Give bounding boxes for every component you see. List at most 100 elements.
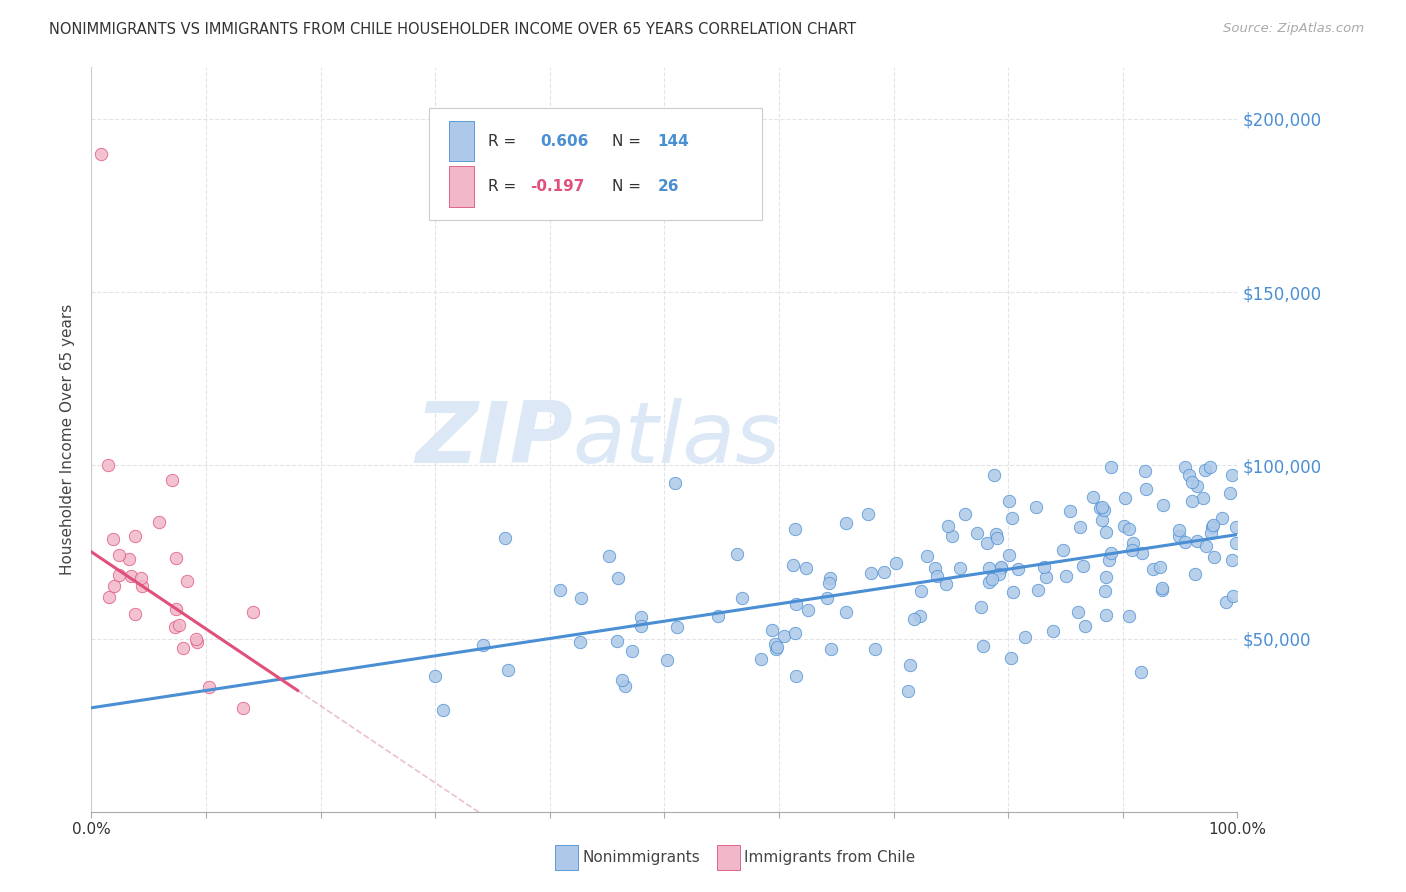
Point <box>548 583 571 598</box>
Point <box>908 609 931 624</box>
Text: N =: N = <box>612 134 645 148</box>
Point <box>1220 468 1243 483</box>
Point <box>1074 619 1097 633</box>
Point <box>1114 519 1136 533</box>
Point <box>1122 535 1144 549</box>
Point <box>1215 595 1237 609</box>
Point <box>496 663 519 677</box>
Point <box>1173 460 1195 475</box>
Point <box>108 548 131 562</box>
Point <box>1095 524 1118 539</box>
Point <box>1094 584 1116 599</box>
Point <box>630 610 652 624</box>
Point <box>1095 570 1118 584</box>
Text: 26: 26 <box>658 179 679 194</box>
Point <box>1181 475 1204 489</box>
Point <box>1054 569 1077 583</box>
Point <box>1130 665 1153 679</box>
Point <box>118 551 141 566</box>
Point <box>1185 533 1208 548</box>
Point <box>1194 462 1216 476</box>
Point <box>818 571 841 585</box>
Point <box>186 632 208 646</box>
Point <box>1204 549 1226 564</box>
Point <box>783 523 806 537</box>
Point <box>1066 605 1088 619</box>
Point <box>103 532 125 546</box>
Point <box>835 516 858 530</box>
Point <box>1178 468 1201 483</box>
Point <box>1071 559 1094 574</box>
Point <box>765 641 787 656</box>
Point <box>1098 552 1121 566</box>
Point <box>1114 491 1136 505</box>
Point <box>1222 589 1244 603</box>
Point <box>165 550 187 565</box>
Point <box>471 638 494 652</box>
Point <box>972 639 994 653</box>
Point <box>976 536 998 550</box>
Point <box>120 569 142 583</box>
Text: R =: R = <box>488 179 522 194</box>
Point <box>97 591 120 605</box>
Point <box>124 529 146 543</box>
Point <box>568 635 591 649</box>
Point <box>884 556 907 570</box>
Point <box>1007 562 1029 576</box>
Point <box>664 475 686 490</box>
Text: Source: ZipAtlas.com: Source: ZipAtlas.com <box>1223 22 1364 36</box>
Point <box>749 652 772 666</box>
Point <box>1033 560 1056 574</box>
Point <box>197 680 219 694</box>
Point <box>903 612 925 626</box>
Point <box>1168 524 1191 538</box>
Point <box>1220 553 1243 567</box>
Point <box>1014 630 1036 644</box>
Point <box>569 591 592 606</box>
Point <box>614 679 637 693</box>
Point <box>1118 609 1140 624</box>
Point <box>935 576 957 591</box>
Point <box>772 629 794 643</box>
Point <box>423 669 446 683</box>
Point <box>730 591 752 605</box>
Point <box>941 529 963 543</box>
Point <box>859 566 882 580</box>
Y-axis label: Householder Income Over 65 years: Householder Income Over 65 years <box>60 303 76 575</box>
Point <box>1121 542 1143 557</box>
Point <box>835 605 858 619</box>
Point <box>598 549 620 563</box>
Point <box>1042 624 1064 638</box>
Point <box>966 525 988 540</box>
Point <box>1167 528 1189 542</box>
Bar <box>449 120 474 161</box>
Point <box>1152 498 1174 512</box>
Point <box>1195 539 1218 553</box>
Point <box>924 561 946 575</box>
Point <box>163 620 186 634</box>
Text: 0.606: 0.606 <box>540 134 589 148</box>
Point <box>796 561 818 575</box>
Point <box>897 683 920 698</box>
Point <box>1095 608 1118 623</box>
Point <box>815 591 838 606</box>
Point <box>1185 479 1208 493</box>
Point <box>766 640 789 655</box>
Point <box>1149 560 1171 574</box>
Point <box>1090 500 1112 515</box>
Point <box>90 146 112 161</box>
Point <box>820 642 842 657</box>
Point <box>977 574 1000 589</box>
Point <box>232 701 254 715</box>
Point <box>131 578 153 592</box>
Point <box>1059 504 1081 518</box>
Text: R =: R = <box>488 134 522 148</box>
Point <box>665 620 688 634</box>
Point <box>983 468 1005 483</box>
Point <box>915 549 938 563</box>
Point <box>1002 585 1025 599</box>
Point <box>1081 490 1104 504</box>
Bar <box>449 166 474 207</box>
Text: N =: N = <box>612 179 645 194</box>
Point <box>818 576 841 591</box>
